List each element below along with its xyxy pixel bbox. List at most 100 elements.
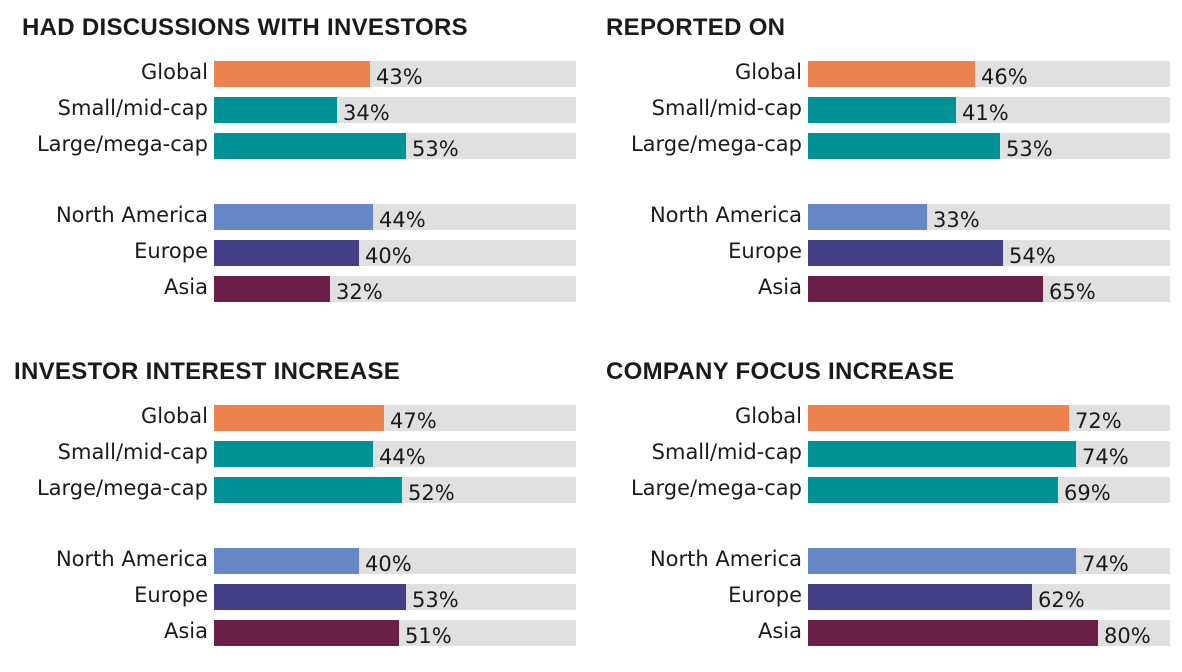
value-label: 69% bbox=[1064, 481, 1111, 505]
category-label: Large/mega-cap bbox=[630, 476, 802, 500]
bar-track: 34% bbox=[214, 97, 576, 125]
category-label: Global bbox=[735, 60, 802, 84]
bar-track: 52% bbox=[214, 477, 576, 505]
bar bbox=[214, 240, 359, 266]
chart-panel-company-focus: COMPANY FOCUS INCREASE Global 72% Small/mi… bbox=[606, 344, 1170, 664]
bar-row: Global 46% bbox=[606, 59, 1170, 89]
bar-track: 47% bbox=[214, 405, 576, 433]
bar-row: Large/mega-cap 53% bbox=[606, 131, 1170, 161]
category-label: Europe bbox=[134, 239, 208, 263]
bar-row: Europe 62% bbox=[606, 582, 1170, 612]
bar-row: North America 74% bbox=[606, 546, 1170, 576]
category-label: North America bbox=[649, 203, 802, 227]
bar bbox=[214, 405, 384, 431]
bar-track: 51% bbox=[214, 620, 576, 648]
bar-track: 33% bbox=[808, 204, 1170, 232]
category-label: Global bbox=[141, 60, 208, 84]
category-label: North America bbox=[55, 203, 208, 227]
value-label: 53% bbox=[1006, 137, 1053, 161]
bar bbox=[808, 97, 956, 123]
value-label: 62% bbox=[1038, 588, 1085, 612]
bar bbox=[214, 276, 330, 302]
bar-track: 62% bbox=[808, 584, 1170, 612]
bar-row: Large/mega-cap 52% bbox=[12, 475, 576, 505]
bar bbox=[808, 584, 1032, 610]
bar-row: Global 43% bbox=[12, 59, 576, 89]
bar bbox=[808, 441, 1076, 467]
bar-row: Global 47% bbox=[12, 403, 576, 433]
value-label: 33% bbox=[933, 208, 980, 232]
bar-row: Europe 40% bbox=[12, 238, 576, 268]
chart-panel-investor-interest: INVESTOR INTEREST INCREASE Global 47% Smal… bbox=[12, 344, 576, 664]
bar-track: 65% bbox=[808, 276, 1170, 304]
value-label: 74% bbox=[1082, 445, 1129, 469]
bar-track: 40% bbox=[214, 240, 576, 268]
chart-panel-had-discussions: HAD DISCUSSIONS WITH INVESTORS Global 43%… bbox=[12, 0, 576, 320]
category-label: Small/mid-cap bbox=[651, 440, 802, 464]
value-label: 41% bbox=[962, 101, 1009, 125]
bar-track: 53% bbox=[214, 133, 576, 161]
bar bbox=[214, 620, 399, 646]
bar bbox=[214, 584, 406, 610]
category-label: Large/mega-cap bbox=[630, 132, 802, 156]
value-label: 44% bbox=[379, 445, 426, 469]
category-label: Large/mega-cap bbox=[36, 132, 208, 156]
bar bbox=[808, 620, 1098, 646]
bar bbox=[214, 204, 373, 230]
category-label: Global bbox=[735, 404, 802, 428]
bar-track: 44% bbox=[214, 441, 576, 469]
bar bbox=[808, 204, 927, 230]
value-label: 53% bbox=[412, 137, 459, 161]
bar-row: Global 72% bbox=[606, 403, 1170, 433]
category-label: Asia bbox=[163, 619, 208, 643]
bar bbox=[214, 133, 406, 159]
bar bbox=[808, 548, 1076, 574]
category-label: Asia bbox=[757, 619, 802, 643]
bar bbox=[808, 405, 1069, 431]
bar-row: North America 33% bbox=[606, 202, 1170, 232]
category-label: Small/mid-cap bbox=[57, 96, 208, 120]
category-label: Asia bbox=[757, 275, 802, 299]
bar bbox=[808, 276, 1043, 302]
value-label: 65% bbox=[1049, 280, 1096, 304]
bar bbox=[214, 548, 359, 574]
bar-track: 72% bbox=[808, 405, 1170, 433]
value-label: 40% bbox=[365, 244, 412, 268]
value-label: 54% bbox=[1009, 244, 1056, 268]
bar-track: 40% bbox=[214, 548, 576, 576]
bar-track: 74% bbox=[808, 441, 1170, 469]
category-label: North America bbox=[649, 547, 802, 571]
category-label: Europe bbox=[728, 239, 802, 263]
bar bbox=[214, 61, 370, 87]
value-label: 44% bbox=[379, 208, 426, 232]
bar-track: 44% bbox=[214, 204, 576, 232]
bar-track: 74% bbox=[808, 548, 1170, 576]
value-label: 47% bbox=[390, 409, 437, 433]
value-label: 51% bbox=[405, 624, 452, 648]
value-label: 34% bbox=[343, 101, 390, 125]
bar bbox=[808, 61, 975, 87]
bar bbox=[214, 477, 402, 503]
panel-title: INVESTOR INTEREST INCREASE bbox=[14, 358, 401, 385]
bar-track: 80% bbox=[808, 620, 1170, 648]
category-label: Europe bbox=[134, 583, 208, 607]
value-label: 43% bbox=[376, 65, 423, 89]
bar-row: Small/mid-cap 74% bbox=[606, 439, 1170, 469]
bar-row: Europe 53% bbox=[12, 582, 576, 612]
bar bbox=[808, 240, 1003, 266]
chart-panel-reported-on: REPORTED ON Global 46% Small/mid-cap 41% Lar… bbox=[606, 0, 1170, 320]
bar-track: 53% bbox=[808, 133, 1170, 161]
bar-row: North America 40% bbox=[12, 546, 576, 576]
bar-track: 46% bbox=[808, 61, 1170, 89]
bar bbox=[214, 441, 373, 467]
bar bbox=[808, 477, 1058, 503]
bar bbox=[808, 133, 1000, 159]
value-label: 72% bbox=[1075, 409, 1122, 433]
bar-row: Small/mid-cap 41% bbox=[606, 95, 1170, 125]
bar-track: 41% bbox=[808, 97, 1170, 125]
bar-track: 69% bbox=[808, 477, 1170, 505]
bar-track: 43% bbox=[214, 61, 576, 89]
bar-row: Asia 65% bbox=[606, 274, 1170, 304]
bar-row: Asia 51% bbox=[12, 618, 576, 648]
value-label: 53% bbox=[412, 588, 459, 612]
